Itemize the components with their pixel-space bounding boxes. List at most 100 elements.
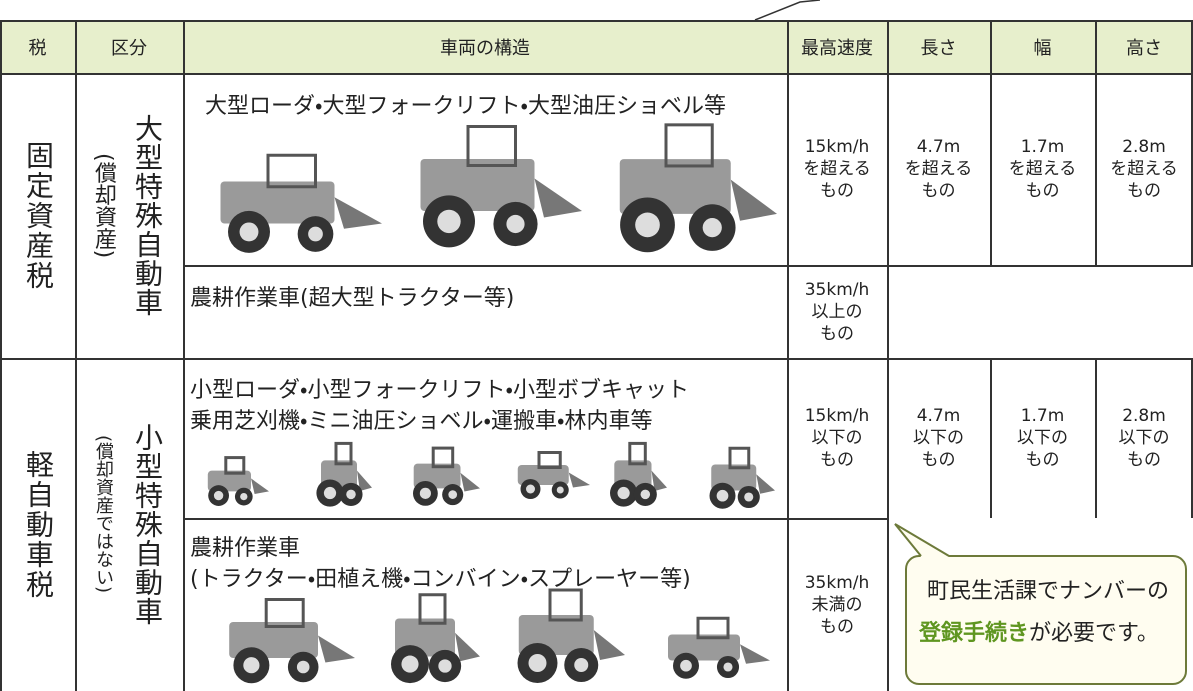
length-text: 以下の	[913, 428, 964, 448]
table-border	[1191, 358, 1193, 518]
vehicle-illustration	[420, 125, 582, 248]
callout-highlight: 登録手続き	[919, 621, 1030, 646]
vehicle-shape	[346, 489, 356, 500]
category-name: 小型特殊自動車	[131, 423, 164, 626]
table-border	[787, 20, 789, 691]
vehicle-shape	[308, 226, 323, 242]
vehicle-shape	[418, 593, 447, 625]
vehicle-shape	[740, 644, 770, 664]
table-border	[183, 20, 185, 691]
vehicle-shape	[526, 484, 535, 494]
vehicle-shape	[240, 492, 248, 501]
vehicle-shape	[593, 630, 625, 660]
width-cell: 1.7m 以下の もの	[990, 358, 1095, 518]
vehicle-shape	[448, 490, 458, 499]
vehicle-illustration	[709, 446, 775, 509]
vehicle-shape	[635, 212, 660, 238]
vehicle-shape	[528, 654, 547, 672]
table-border	[0, 20, 2, 691]
tax-name: 軽自動車税	[22, 449, 55, 600]
table-border	[990, 20, 992, 265]
vehicle-shape	[744, 492, 754, 502]
tax-name: 固定資産税	[22, 140, 55, 291]
vehicle-shape	[239, 222, 259, 242]
vehicle-shape	[266, 153, 317, 189]
vehicle-shape	[296, 660, 310, 674]
length-text: を超える	[904, 159, 973, 179]
table-border	[1095, 358, 1097, 518]
vehicle-shape	[568, 472, 590, 488]
width-cell: 1.7m を超える もの	[990, 73, 1095, 265]
max-speed-text: もの	[820, 450, 854, 470]
vehicle-shape	[651, 470, 667, 491]
max-speed-text: 以下の	[811, 428, 863, 448]
vehicle-shape	[213, 490, 224, 501]
table-border	[0, 358, 1193, 360]
structure-text: 大型ローダ・大型フォークリフト・大型油圧ショベル等	[205, 94, 726, 119]
vehicle-shape	[334, 197, 382, 229]
max-speed-cell: 35km/h 以上の もの	[787, 265, 887, 358]
vehicle-illustration	[316, 441, 372, 507]
vehicle-shape	[696, 616, 730, 640]
header-structure: 車両の構造	[440, 37, 530, 59]
max-speed-text: 以上の	[811, 301, 863, 322]
vehicle-shape	[716, 489, 729, 502]
vehicle-shape	[334, 441, 353, 466]
vehicle-illustration	[610, 441, 667, 507]
vehicle-shape	[264, 598, 305, 628]
vehicle-illustration	[517, 451, 590, 499]
table-border	[0, 20, 1193, 22]
category-note: (償却資産)	[91, 152, 116, 259]
width-text: もの	[1025, 450, 1060, 470]
height-text: もの	[1127, 181, 1161, 201]
table-border	[0, 73, 1193, 75]
vehicle-shape	[556, 486, 564, 494]
vehicle-illustration	[413, 446, 480, 506]
vehicle-illustration	[391, 593, 480, 684]
header-height: 高さ	[1126, 37, 1162, 59]
height-text: もの	[1127, 450, 1161, 470]
table-border	[1095, 20, 1097, 265]
vehicle-shape	[728, 446, 751, 470]
max-speed-text: 35km/h	[804, 572, 870, 593]
length-cell: 4.7m を超える もの	[887, 73, 990, 265]
header-length: 長さ	[920, 37, 957, 59]
max-speed-cell: 15km/h 以下の もの	[787, 358, 887, 518]
width-text: 1.7m	[1020, 406, 1065, 426]
vehicle-illustration	[220, 153, 382, 253]
width-text: を超える	[1008, 159, 1077, 179]
vehicle-illustration	[619, 123, 777, 253]
max-speed-text: 35km/h	[804, 279, 870, 300]
vehicle-shape	[723, 662, 733, 672]
callout-tail-top	[754, 0, 820, 20]
vehicle-shape	[431, 446, 455, 469]
length-cell: 4.7m 以下の もの	[887, 358, 990, 518]
vehicle-shape	[318, 635, 355, 663]
vehicle-shape	[401, 655, 419, 673]
vehicle-shape	[680, 659, 692, 672]
header-category: 区分	[111, 37, 147, 59]
length-text: もの	[921, 181, 956, 201]
callout-text: 町民生活課でナンバーの	[927, 579, 1170, 604]
vehicle-shape	[730, 179, 777, 221]
vehicle-illustration	[229, 598, 355, 684]
max-speed-text: 15km/h	[804, 406, 870, 426]
callout-text-2: 登録手続きが必要です。	[919, 615, 1159, 647]
height-text: を超える	[1110, 159, 1178, 179]
vehicle-shape	[455, 632, 480, 662]
height-text: 以下の	[1118, 428, 1170, 448]
vehicle-shape	[466, 125, 517, 167]
width-text: 以下の	[1017, 428, 1068, 448]
max-speed-cell: 15km/h を超える もの	[787, 73, 887, 265]
vehicle-shape	[323, 486, 337, 500]
height-text: 2.8m	[1122, 406, 1166, 426]
structure-text: (トラクター・田植え機・コンバイン・スプレーヤー等)	[190, 567, 691, 592]
width-text: もの	[1025, 181, 1060, 201]
max-speed-text: もの	[820, 616, 854, 637]
category-name: 大型特殊自動車	[131, 114, 164, 317]
height-text: 2.8m	[1122, 137, 1166, 157]
vehicle-shape	[628, 441, 647, 466]
table-border	[75, 20, 77, 691]
height-cell: 2.8m を超える もの	[1095, 73, 1193, 265]
